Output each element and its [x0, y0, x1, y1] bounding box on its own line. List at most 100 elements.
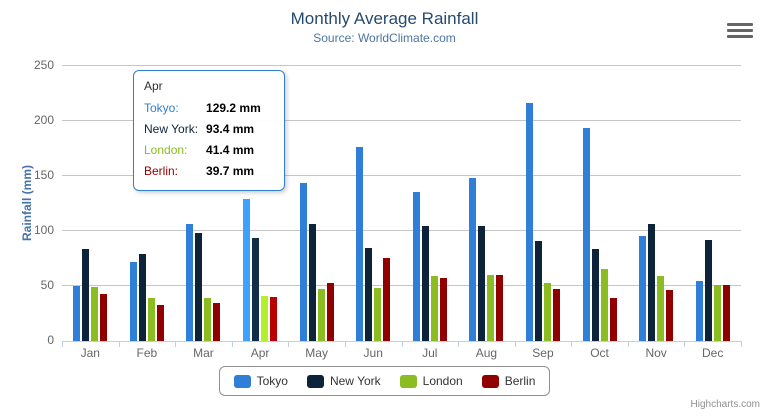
legend-item-tokyo[interactable]: Tokyo: [233, 374, 288, 388]
gridline: [62, 120, 741, 121]
x-axis-tick: [231, 341, 233, 347]
bar-berlin-oct[interactable]: [609, 298, 617, 341]
bar-tokyo-aug[interactable]: [469, 177, 477, 341]
legend-swatch-icon: [481, 374, 499, 388]
tooltip-series-name: Tokyo:: [144, 101, 179, 115]
legend-item-london[interactable]: London: [399, 374, 463, 388]
bar-london-aug[interactable]: [487, 275, 495, 341]
bar-tokyo-dec[interactable]: [695, 281, 703, 341]
bar-tokyo-jun[interactable]: [356, 147, 364, 341]
x-axis-label: Jan: [80, 346, 100, 360]
x-axis-tick: [175, 341, 177, 347]
bar-london-jan[interactable]: [91, 287, 99, 341]
bar-berlin-dec[interactable]: [722, 284, 730, 341]
bar-tokyo-feb[interactable]: [129, 262, 137, 341]
category-group-jul: [402, 66, 459, 341]
bar-berlin-mar[interactable]: [213, 303, 221, 341]
bar-new-york-apr[interactable]: [252, 238, 260, 341]
tooltip-series-name: Berlin:: [144, 164, 179, 178]
bar-tokyo-sep[interactable]: [525, 103, 533, 341]
bar-tokyo-nov[interactable]: [639, 235, 647, 341]
legend: Tokyo New York London Berlin: [0, 366, 769, 396]
bar-berlin-nov[interactable]: [666, 289, 674, 341]
bar-berlin-apr[interactable]: [270, 297, 278, 341]
x-axis-label: Oct: [590, 346, 609, 360]
category-group-may: [288, 66, 345, 341]
legend-swatch-icon: [306, 374, 324, 388]
bar-berlin-may[interactable]: [326, 283, 334, 341]
credits-link[interactable]: Highcharts.com: [690, 399, 760, 410]
bar-tokyo-mar[interactable]: [186, 224, 194, 341]
tooltip-series-value: 39.7 mm: [206, 164, 255, 178]
bar-tokyo-jan[interactable]: [73, 286, 81, 341]
legend-label: Tokyo: [256, 374, 288, 388]
bar-new-york-oct[interactable]: [591, 249, 599, 341]
bar-london-nov[interactable]: [657, 275, 665, 341]
x-axis-tick: [344, 341, 346, 347]
bar-london-mar[interactable]: [204, 297, 212, 341]
bar-tokyo-jul[interactable]: [412, 191, 420, 341]
bar-new-york-sep[interactable]: [534, 240, 542, 341]
bar-london-dec[interactable]: [713, 284, 721, 341]
category-group-dec: [684, 66, 741, 341]
x-axis-label: Jun: [363, 346, 383, 360]
bar-new-york-nov[interactable]: [648, 223, 656, 341]
x-axis-tick: [741, 341, 742, 347]
x-axis-label: Dec: [702, 346, 724, 360]
x-axis-tick: [458, 341, 460, 347]
category-group-nov: [628, 66, 685, 341]
bar-berlin-sep[interactable]: [552, 288, 560, 341]
bar-london-jul[interactable]: [430, 276, 438, 341]
bar-tokyo-may[interactable]: [299, 182, 307, 341]
legend-swatch-icon: [399, 374, 417, 388]
bar-london-feb[interactable]: [147, 298, 155, 341]
bar-london-may[interactable]: [317, 289, 325, 341]
export-menu-button[interactable]: [727, 23, 753, 39]
tooltip-series-value: 93.4 mm: [206, 122, 255, 136]
x-axis-label: Jul: [422, 346, 438, 360]
y-axis-label: 100: [33, 223, 54, 237]
bar-london-sep[interactable]: [543, 283, 551, 341]
bar-berlin-jun[interactable]: [383, 258, 391, 341]
bar-berlin-aug[interactable]: [496, 274, 504, 341]
category-group-oct: [571, 66, 628, 341]
x-axis-tick: [627, 341, 629, 347]
bar-tokyo-apr[interactable]: [243, 198, 251, 341]
x-axis-tick: [118, 341, 120, 347]
x-axis-label: Mar: [193, 346, 214, 360]
bar-new-york-jan[interactable]: [82, 249, 90, 341]
bar-berlin-jul[interactable]: [439, 277, 447, 341]
bar-new-york-feb[interactable]: [138, 254, 146, 341]
x-axis-label: Apr: [250, 346, 270, 360]
chart-title: Monthly Average Rainfall: [290, 9, 479, 28]
bar-new-york-mar[interactable]: [195, 232, 203, 341]
gridline: [62, 230, 741, 231]
bar-new-york-may[interactable]: [308, 224, 316, 341]
bar-new-york-dec[interactable]: [704, 239, 712, 341]
x-axis-label: May: [305, 346, 328, 360]
bar-london-jun[interactable]: [374, 287, 382, 341]
y-axis-label: 150: [33, 168, 54, 182]
legend-item-new-york[interactable]: New York: [306, 374, 381, 388]
bar-london-oct[interactable]: [600, 269, 608, 341]
legend-swatch-icon: [233, 374, 251, 388]
bar-new-york-jul[interactable]: [421, 225, 429, 341]
bar-tokyo-oct[interactable]: [582, 127, 590, 341]
gridline: [62, 175, 741, 176]
category-group-aug: [458, 66, 515, 341]
tooltip-series-name: New York:: [144, 122, 199, 136]
x-axis-tick: [288, 341, 290, 347]
bar-new-york-aug[interactable]: [478, 226, 486, 341]
x-axis-tick: [571, 341, 573, 347]
bar-london-apr[interactable]: [261, 295, 269, 341]
bar-berlin-jan[interactable]: [100, 294, 108, 341]
tooltip-rows: Tokyo: 129.2 mm New York: 93.4 mm London: 41.…: [144, 98, 274, 182]
category-group-apr: [232, 66, 289, 341]
bar-berlin-feb[interactable]: [156, 304, 164, 341]
x-axis-label: Aug: [475, 346, 498, 360]
bar-new-york-jun[interactable]: [365, 248, 373, 341]
hamburger-menu-icon: [727, 23, 753, 26]
legend-item-berlin[interactable]: Berlin: [481, 374, 535, 388]
plot-area: [62, 65, 741, 341]
